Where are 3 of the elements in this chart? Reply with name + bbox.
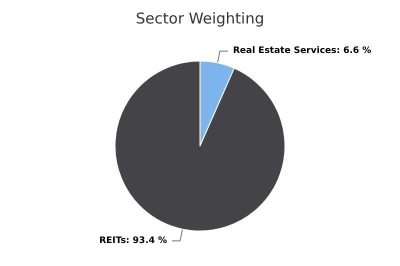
slice-label: REITs: 93.4 % <box>99 236 168 246</box>
slice-label: Real Estate Services: 6.6 % <box>232 46 372 56</box>
chart-title: Sector Weighting <box>136 10 264 28</box>
